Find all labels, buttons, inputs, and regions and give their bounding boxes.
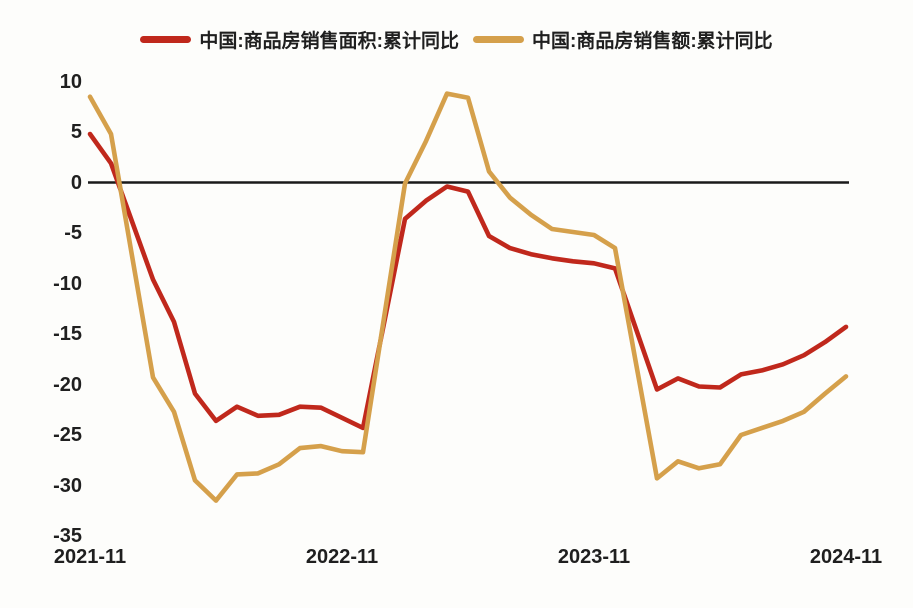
y-tick-label: -35	[53, 525, 82, 547]
chart-legend: 中国:商品房销售面积:累计同比 中国:商品房销售额:累计同比	[0, 26, 913, 53]
x-tick-label: 2022-11	[305, 546, 379, 568]
y-tick-label: -30	[53, 474, 82, 497]
y-tick-label: -5	[64, 222, 82, 244]
legend-label-sales-value: 中国:商品房销售额:累计同比	[532, 31, 773, 52]
y-tick-label: -15	[53, 323, 82, 345]
series-line-sales-value	[87, 91, 849, 503]
legend-item-sales-area: 中国:商品房销售面积:累计同比	[140, 26, 459, 53]
y-tick-label: 0	[70, 171, 82, 194]
legend-label-sales-area: 中国:商品房销售面积:累计同比	[199, 31, 459, 52]
x-tick-label: 2023-11	[557, 546, 631, 568]
legend-swatch-sales-area	[140, 36, 192, 43]
x-tick-label: 2024-11	[809, 546, 883, 568]
y-tick-label: -25	[53, 424, 82, 446]
legend-swatch-sales-value	[473, 36, 524, 43]
y-tick-label: -10	[53, 272, 82, 295]
legend-item-sales-value: 中国:商品房销售额:累计同比	[473, 26, 773, 53]
x-tick-label: 2021-11	[53, 546, 127, 568]
y-tick-label: -20	[53, 373, 82, 396]
y-tick-label: 5	[70, 121, 82, 143]
series-line-sales-area	[87, 131, 849, 431]
y-tick-label: 10	[59, 70, 82, 93]
